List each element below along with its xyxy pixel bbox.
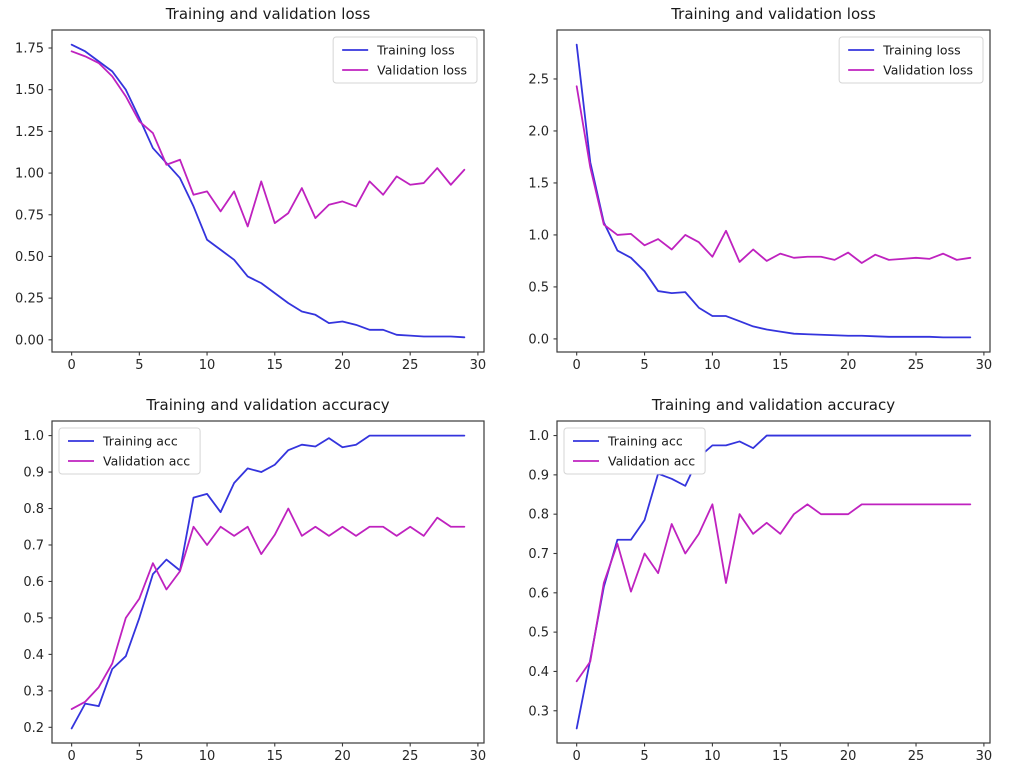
x-tick-label: 5 <box>640 358 648 373</box>
x-tick-label: 10 <box>704 749 721 764</box>
validation-loss-legend-label: Validation loss <box>883 63 973 78</box>
x-tick-label: 10 <box>704 358 721 373</box>
validation-acc-line <box>575 503 972 683</box>
y-tick-label: 1.0 <box>528 228 549 243</box>
training-acc-line <box>575 434 972 730</box>
chart-title: Training and validation accuracy <box>651 396 895 414</box>
chart-accuracy-left: Training and validation accuracy 0 5 10 15 20… <box>0 391 505 782</box>
x-tick-label: 25 <box>908 358 925 373</box>
y-tick-label: 1.0 <box>23 429 44 444</box>
training-loss-legend-label: Training loss <box>376 43 454 58</box>
x-tick-label: 30 <box>976 358 993 373</box>
x-tick-label: 10 <box>199 749 216 764</box>
y-tick-label: 0.6 <box>528 586 549 601</box>
y-tick-label: 0.3 <box>23 684 44 699</box>
y-tick-label: 1.75 <box>15 42 44 57</box>
y-tick-label: 1.25 <box>15 125 44 140</box>
axes-frame <box>51 29 485 353</box>
loss-top-left-plot: Training and validation loss 0 5 10 15 20 25 30… <box>15 5 487 373</box>
x-tick-label: 5 <box>135 358 143 373</box>
y-tick-label: 0.9 <box>528 468 549 483</box>
x-tick-label: 25 <box>402 358 419 373</box>
x-tick-label: 0 <box>573 358 581 373</box>
training-acc-legend-label: Training acc <box>102 434 178 449</box>
legend: Training acc Validation acc <box>563 427 706 475</box>
y-tick-label: 0.7 <box>23 538 44 553</box>
legend-box <box>332 36 478 84</box>
x-tick-label: 5 <box>640 749 648 764</box>
training-acc-legend-label: Training acc <box>607 434 683 449</box>
training-loss-legend-label: Training loss <box>882 43 960 58</box>
chart-title: Training and validation accuracy <box>145 396 389 414</box>
y-tick-label: 2.5 <box>528 72 549 87</box>
axes-frame <box>556 29 991 353</box>
y-tick-label: 0.5 <box>528 280 549 295</box>
y-tick-label: 0.9 <box>23 466 44 481</box>
y-tick-label: 0.8 <box>23 502 44 517</box>
chart-loss-right: Training and validation loss 0 5 10 15 20 25 30… <box>505 0 1011 391</box>
x-tick-label: 30 <box>470 358 487 373</box>
y-tick-label: 0.25 <box>15 292 44 307</box>
legend-box <box>838 36 984 84</box>
x-tick-label: 20 <box>334 358 351 373</box>
chart-title: Training and validation loss <box>670 5 876 23</box>
accuracy-bottom-right-plot: Training and validation accuracy 0 5 10 15 20… <box>528 396 993 764</box>
training-acc-line <box>70 434 466 730</box>
legend: Training loss Validation loss <box>838 36 984 84</box>
y-tick-label: 1.0 <box>528 429 549 444</box>
y-tick-label: 2.0 <box>528 124 549 139</box>
x-tick-label: 15 <box>772 358 789 373</box>
legend-box <box>563 427 706 475</box>
y-tick-label: 0.0 <box>528 332 549 347</box>
x-tick-label: 25 <box>402 749 419 764</box>
y-tick-label: 0.00 <box>15 333 44 348</box>
y-tick-label: 0.50 <box>15 250 44 265</box>
legend-box <box>58 427 201 475</box>
training-loss-line <box>70 43 466 339</box>
x-tick-label: 30 <box>470 749 487 764</box>
x-tick-label: 0 <box>573 749 581 764</box>
chart-title: Training and validation loss <box>165 5 371 23</box>
y-tick-label: 0.5 <box>23 611 44 626</box>
chart-loss-left: Training and validation loss 0 5 10 15 20 25 30… <box>0 0 505 391</box>
validation-loss-line <box>575 85 972 264</box>
x-tick-label: 20 <box>840 749 857 764</box>
x-tick-label: 20 <box>840 358 857 373</box>
y-tick-label: 0.4 <box>528 665 549 680</box>
y-tick-label: 0.2 <box>23 721 44 736</box>
validation-acc-legend-label: Validation acc <box>103 454 190 469</box>
y-tick-label: 1.50 <box>15 83 44 98</box>
y-tick-label: 0.7 <box>528 547 549 562</box>
x-tick-label: 5 <box>135 749 143 764</box>
loss-top-right-plot: Training and validation loss 0 5 10 15 20 25 30… <box>528 5 993 373</box>
axes-frame <box>556 420 991 744</box>
y-tick-label: 0.3 <box>528 704 549 719</box>
y-tick-label: 0.75 <box>15 208 44 223</box>
legend: Training loss Validation loss <box>332 36 478 84</box>
chart-accuracy-right: Training and validation accuracy 0 5 10 15 20… <box>505 391 1011 782</box>
x-tick-label: 25 <box>908 749 925 764</box>
validation-loss-line <box>70 50 466 228</box>
validation-acc-line <box>70 507 466 710</box>
x-tick-label: 0 <box>67 358 75 373</box>
legend: Training acc Validation acc <box>58 427 201 475</box>
x-tick-label: 15 <box>772 749 789 764</box>
y-tick-label: 0.8 <box>528 508 549 523</box>
validation-acc-legend-label: Validation acc <box>608 454 695 469</box>
x-tick-label: 15 <box>266 749 283 764</box>
x-tick-label: 10 <box>199 358 216 373</box>
x-tick-label: 15 <box>266 358 283 373</box>
validation-loss-legend-label: Validation loss <box>377 63 467 78</box>
y-tick-label: 0.6 <box>23 575 44 590</box>
x-tick-label: 30 <box>976 749 993 764</box>
training-loss-line <box>575 43 972 339</box>
x-tick-label: 20 <box>334 749 351 764</box>
y-tick-label: 0.4 <box>23 648 44 663</box>
x-tick-label: 0 <box>67 749 75 764</box>
accuracy-bottom-left-plot: Training and validation accuracy 0 5 10 15 20… <box>23 396 487 764</box>
y-tick-label: 1.00 <box>15 167 44 182</box>
y-tick-label: 1.5 <box>528 176 549 191</box>
y-tick-label: 0.5 <box>528 626 549 641</box>
